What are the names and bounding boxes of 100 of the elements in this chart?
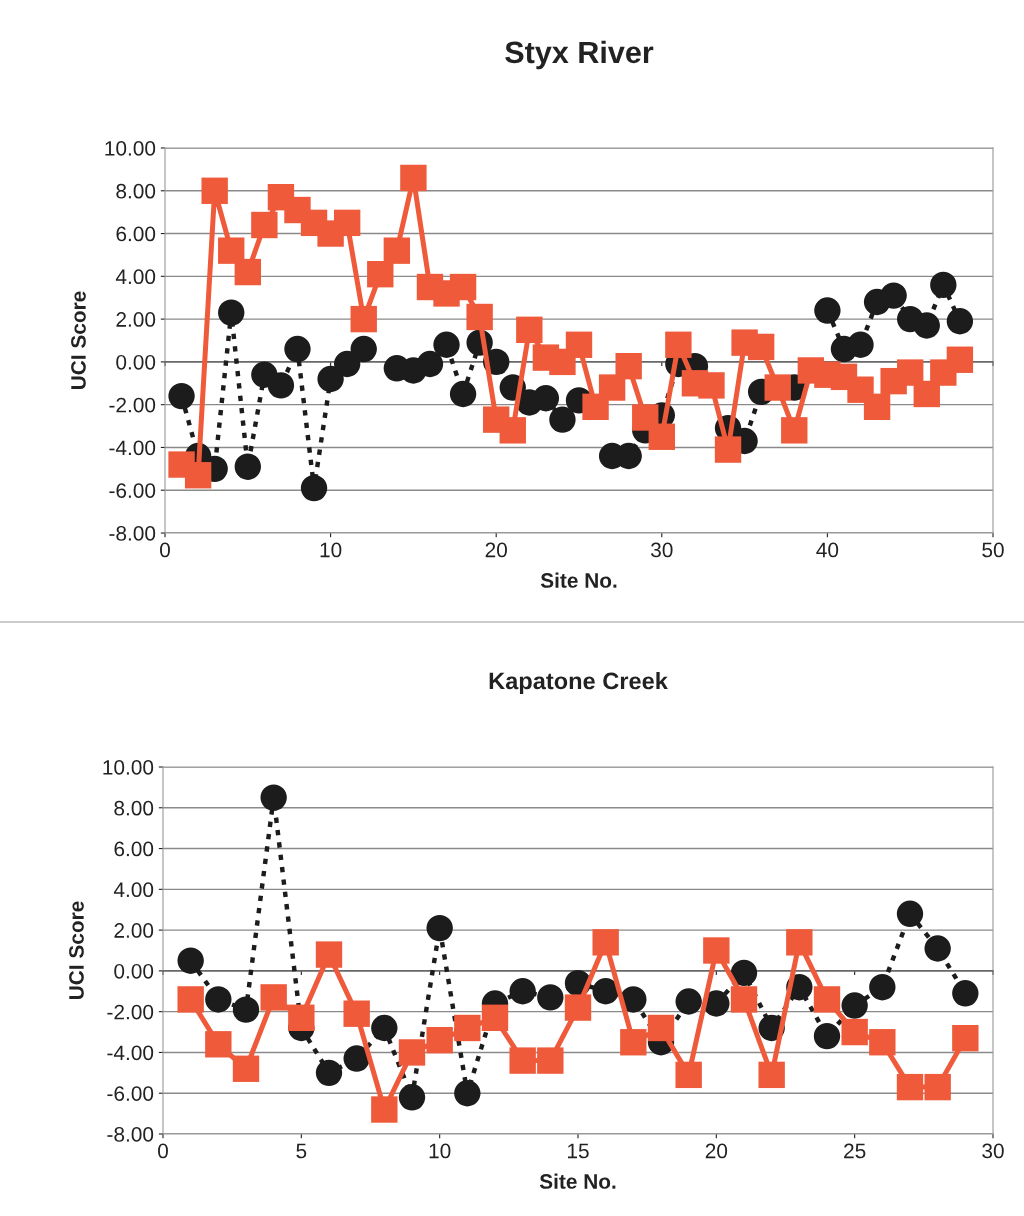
point [509,1047,536,1074]
y-tick-label: 8.00 [116,183,156,199]
point [880,282,907,309]
point [449,380,477,408]
point [764,374,791,401]
point [592,978,619,1005]
point [433,331,460,358]
point [730,959,758,987]
point [913,312,940,339]
point [398,1084,426,1111]
point [675,1061,702,1089]
point [481,1004,509,1031]
point [509,978,536,1005]
y-tick-label: -8.00 [109,526,156,541]
point [267,372,295,399]
point [168,382,195,410]
y-tick-label: -4.00 [107,1045,154,1061]
point [924,935,951,962]
point [350,335,377,363]
point [648,423,675,450]
point [205,1031,232,1058]
point [863,393,891,420]
point [896,1073,924,1101]
point [730,986,758,1013]
point [913,380,940,408]
point [813,1022,841,1050]
point [315,941,343,968]
point [747,333,775,361]
y-axis-title: UCI Score [71,291,86,390]
point [946,346,974,373]
y-tick-label: 4.00 [115,269,156,285]
y-tick-label: 8.00 [114,800,154,816]
point [260,784,287,811]
x-tick-label: 20 [705,1143,728,1159]
point [449,273,477,301]
point [234,453,261,480]
point [869,974,896,1001]
y-tick-label: -6.00 [109,483,156,498]
point [350,305,377,333]
point [897,359,924,386]
y-tick-label: -4.00 [109,440,156,456]
point [454,1080,481,1107]
y-tick-label: 10.00 [105,141,156,156]
point [952,1024,979,1052]
point [564,994,592,1021]
point [869,1029,896,1056]
y-tick-label: 0.00 [114,963,154,979]
point [177,947,204,974]
point [398,1039,426,1066]
point [466,303,493,331]
point [177,986,204,1013]
point [426,1027,453,1054]
point [786,929,813,956]
x-tick-label: 25 [844,1143,866,1159]
y-tick-label: 10.00 [103,760,154,775]
x-tick-label: 5 [296,1143,307,1159]
y-tick-label: 4.00 [113,882,154,898]
point [284,335,311,363]
point [251,211,278,239]
x-tick-label: 40 [816,542,839,558]
point [317,365,344,393]
point [598,374,626,401]
point [841,992,868,1019]
point [315,1059,343,1087]
point [565,331,593,358]
point [333,209,361,237]
point [896,900,924,927]
point [952,980,979,1007]
point [930,271,957,299]
y-tick-label: 2.00 [116,312,156,327]
point [184,462,212,489]
point [647,1014,675,1042]
point [400,164,427,192]
point [371,1014,398,1042]
point [454,1014,481,1042]
chart-title: Kapatone Creek [489,671,668,694]
y-tick-label: 6.00 [114,841,154,857]
y-axis-title: UCI Score [69,901,84,1000]
y-tick-label: -6.00 [107,1086,154,1101]
point [537,984,564,1011]
point [615,352,642,380]
point [367,261,394,288]
point [841,1018,868,1046]
point [698,372,725,399]
point [232,1055,260,1082]
x-tick-label: 10 [429,1143,451,1159]
point [924,1073,951,1101]
x-tick-label: 0 [160,542,170,558]
point [813,986,841,1013]
point [218,299,245,326]
point [847,331,874,358]
point [946,308,974,335]
point [620,1029,647,1056]
point [549,406,576,433]
point [234,258,261,286]
point [632,404,659,431]
point [592,929,619,956]
point [516,316,543,343]
point [499,417,526,444]
point [814,297,841,324]
